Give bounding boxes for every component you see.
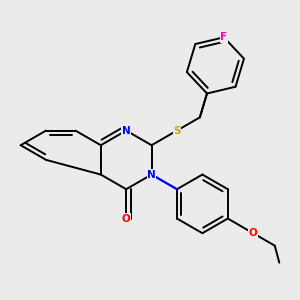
Text: N: N: [147, 169, 156, 179]
Text: N: N: [147, 169, 156, 179]
Text: S: S: [173, 126, 181, 136]
Text: O: O: [249, 228, 257, 238]
Text: N: N: [122, 126, 130, 136]
Text: F: F: [220, 32, 227, 42]
Text: O: O: [122, 214, 130, 224]
Text: N: N: [122, 126, 130, 136]
